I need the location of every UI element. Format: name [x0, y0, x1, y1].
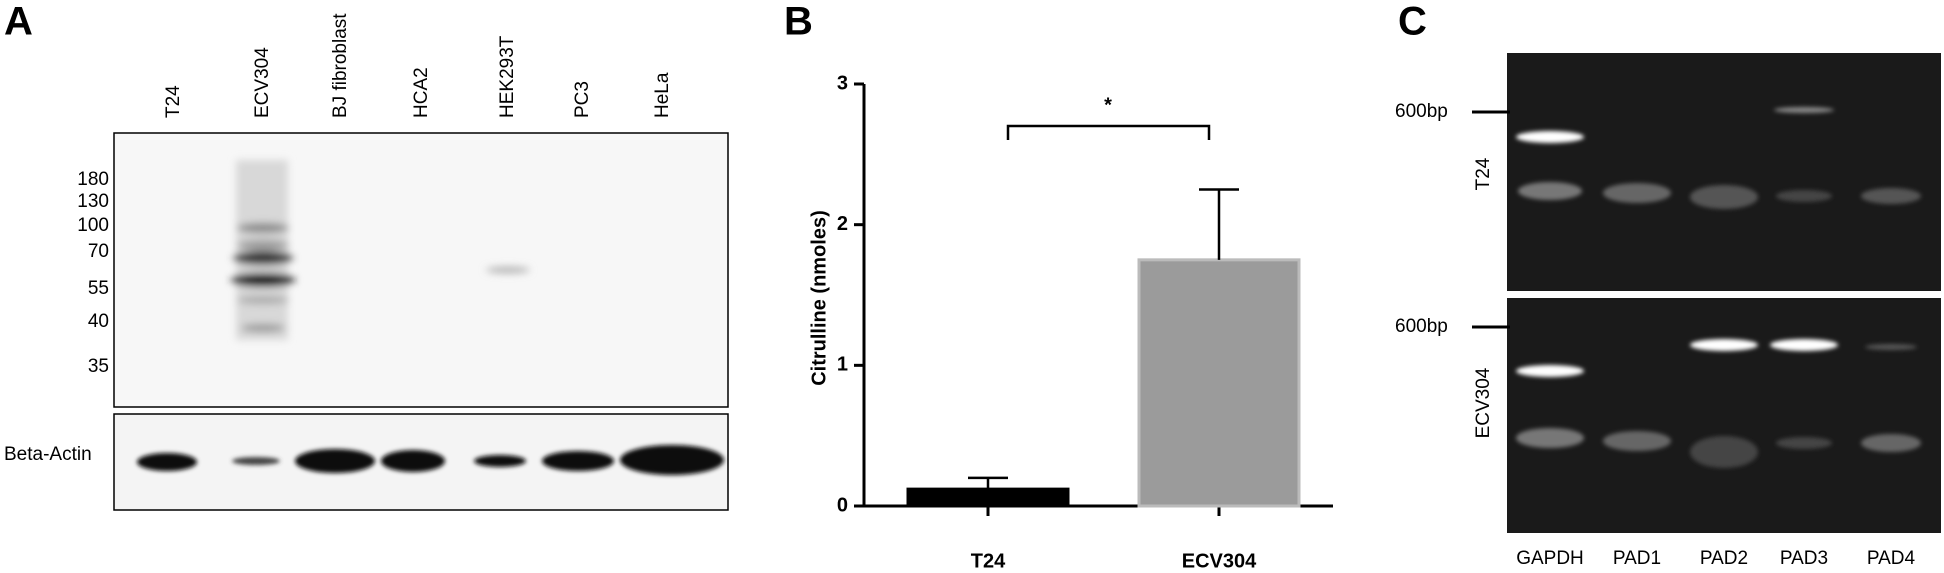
gel-bottom [1507, 298, 1941, 533]
lane-label: PAD4 [1867, 548, 1916, 569]
lane-label: BJ fibroblast [330, 13, 351, 118]
panel-letter: C [1398, 0, 1427, 44]
lane-label: ECV304 [252, 47, 273, 118]
gel-bands [1516, 107, 1921, 468]
size-marker: 600bp [1395, 316, 1448, 337]
significance-bracket [1006, 124, 1211, 140]
lane-label: PC3 [572, 81, 593, 118]
bar [906, 487, 1070, 508]
blot-bands [231, 160, 530, 340]
panel-letter: A [4, 0, 33, 44]
x-tick-label: T24 [971, 550, 1006, 572]
size-marker: 40 [88, 311, 109, 332]
size-marker: 55 [88, 278, 109, 299]
row-label: ECV304 [1473, 367, 1494, 438]
x-tick-label: ECV304 [1182, 550, 1257, 572]
lane-label: HeLa [652, 72, 673, 118]
bar [1137, 258, 1301, 508]
size-marker: 130 [77, 191, 109, 212]
lane-label: PAD1 [1613, 548, 1661, 569]
row-label: T24 [1473, 157, 1494, 190]
lane-label: GAPDH [1516, 548, 1584, 569]
lane-label: PAD3 [1780, 548, 1828, 569]
size-marker: 100 [77, 215, 109, 236]
size-marker: 70 [88, 241, 109, 262]
lane-label: HEK293T [497, 35, 518, 118]
panel-letter: B [784, 0, 813, 44]
size-marker: 35 [88, 356, 109, 377]
actin-bands [137, 445, 724, 475]
size-marker: 600bp [1395, 101, 1448, 122]
lane-label: PAD2 [1700, 548, 1748, 569]
y-tick-label: 1 [837, 354, 848, 376]
y-axis-label: Citrulline (nmoles) [808, 210, 830, 386]
y-tick-label: 3 [837, 72, 848, 94]
significance-mark: * [1104, 94, 1112, 116]
loading-label: Beta-Actin [4, 444, 92, 465]
size-marker: 180 [77, 169, 109, 190]
y-tick-label: 2 [837, 213, 848, 235]
lane-label: HCA2 [411, 67, 432, 118]
lane-label: T24 [163, 85, 184, 118]
gel-top [1507, 53, 1941, 291]
y-tick-label: 0 [837, 494, 848, 516]
blot-frame [113, 132, 729, 408]
